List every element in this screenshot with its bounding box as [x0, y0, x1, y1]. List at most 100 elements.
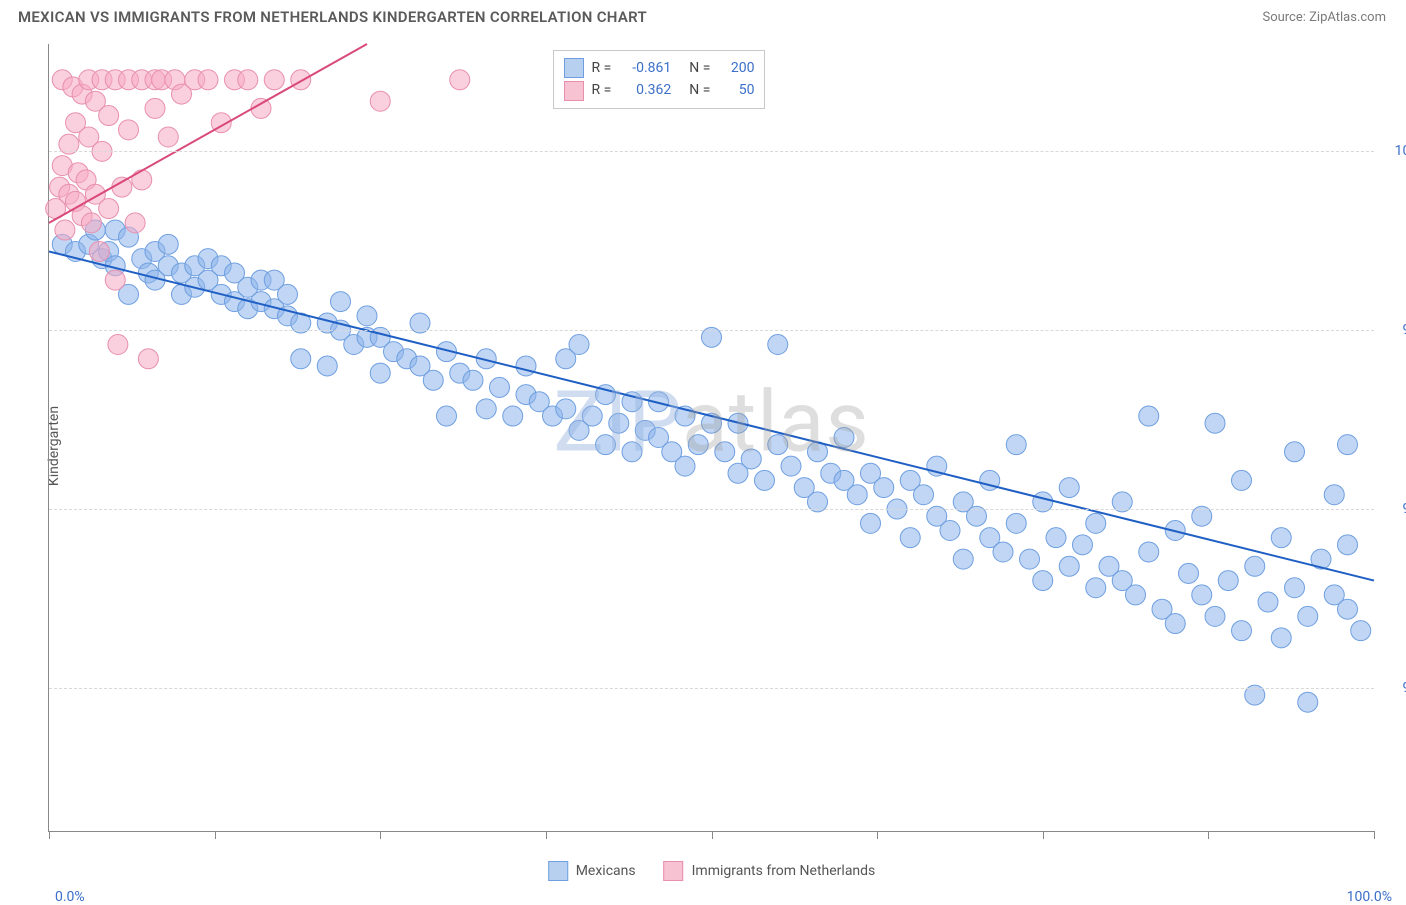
y-tick-label: 100.0%	[1380, 143, 1406, 159]
scatter-point	[1351, 621, 1371, 641]
gridline	[49, 151, 1374, 152]
scatter-point	[1258, 592, 1278, 612]
scatter-point	[834, 428, 854, 448]
scatter-point	[476, 399, 496, 419]
chart-header: MEXICAN VS IMMIGRANTS FROM NETHERLANDS K…	[0, 0, 1406, 30]
scatter-point	[89, 241, 109, 261]
scatter-chart: ZIPatlas R =-0.861N =200R =0.362N =50 0.…	[48, 44, 1374, 832]
scatter-point	[108, 334, 128, 354]
scatter-point	[688, 435, 708, 455]
scatter-point	[490, 377, 510, 397]
scatter-point	[1324, 485, 1344, 505]
x-tick	[380, 831, 381, 839]
scatter-point	[119, 120, 139, 140]
x-axis-max-label: 100.0%	[1347, 889, 1392, 905]
scatter-point	[1073, 535, 1093, 555]
gridline	[49, 330, 1374, 331]
scatter-point	[357, 306, 377, 326]
scatter-point	[238, 70, 258, 90]
scatter-point	[132, 170, 152, 190]
scatter-point	[278, 284, 298, 304]
scatter-point	[914, 485, 934, 505]
scatter-point	[1006, 435, 1026, 455]
legend-n-value: 200	[718, 57, 754, 79]
series-legend-label: Mexicans	[576, 863, 636, 879]
stats-legend-row: R = -0.861 N = 200	[564, 57, 755, 79]
scatter-point	[781, 456, 801, 476]
x-axis-min-label: 0.0%	[55, 889, 85, 905]
scatter-point	[675, 456, 695, 476]
scatter-point	[847, 485, 867, 505]
legend-swatch	[564, 58, 584, 78]
x-tick	[1043, 831, 1044, 839]
scatter-point	[450, 70, 470, 90]
y-tick-label: 92.5%	[1380, 680, 1406, 696]
legend-swatch	[564, 81, 584, 101]
scatter-point	[1271, 628, 1291, 648]
scatter-point	[331, 292, 351, 312]
legend-swatch	[548, 861, 568, 881]
scatter-point	[1232, 470, 1252, 490]
scatter-point	[1165, 614, 1185, 634]
legend-r-value: -0.861	[619, 57, 671, 79]
scatter-point	[81, 213, 101, 233]
scatter-point	[145, 98, 165, 118]
legend-r-label: R =	[592, 57, 612, 79]
scatter-point	[556, 399, 576, 419]
scatter-point	[370, 91, 390, 111]
series-legend-label: Immigrants from Netherlands	[692, 863, 876, 879]
x-tick	[215, 831, 216, 839]
scatter-point	[138, 349, 158, 369]
chart-title: MEXICAN VS IMMIGRANTS FROM NETHERLANDS K…	[18, 8, 647, 26]
legend-n-label: N =	[689, 79, 710, 101]
scatter-point	[125, 213, 145, 233]
x-tick	[712, 831, 713, 839]
scatter-point	[741, 449, 761, 469]
scatter-point	[874, 478, 894, 498]
series-legend-item: Mexicans	[548, 861, 636, 881]
scatter-point	[609, 413, 629, 433]
scatter-point	[264, 70, 284, 90]
scatter-point	[55, 220, 75, 240]
scatter-point	[112, 177, 132, 197]
scatter-point	[105, 270, 125, 290]
gridline	[49, 509, 1374, 510]
scatter-point	[1338, 535, 1358, 555]
scatter-point	[596, 435, 616, 455]
scatter-point	[1139, 542, 1159, 562]
scatter-point	[437, 406, 457, 426]
scatter-point	[1192, 585, 1212, 605]
scatter-point	[1086, 578, 1106, 598]
scatter-point	[1020, 549, 1040, 569]
legend-swatch	[664, 861, 684, 881]
x-tick	[1208, 831, 1209, 839]
scatter-point	[1338, 599, 1358, 619]
scatter-point	[1139, 406, 1159, 426]
x-tick	[877, 831, 878, 839]
series-legend-item: Immigrants from Netherlands	[664, 861, 876, 881]
scatter-point	[953, 549, 973, 569]
scatter-point	[1179, 563, 1199, 583]
scatter-point	[158, 234, 178, 254]
legend-n-label: N =	[689, 57, 710, 79]
scatter-point	[291, 70, 311, 90]
scatter-point	[1006, 513, 1026, 533]
y-tick-label: 97.5%	[1380, 322, 1406, 338]
scatter-point	[1218, 571, 1238, 591]
scatter-point	[1285, 578, 1305, 598]
x-tick	[49, 831, 50, 839]
scatter-point	[1205, 606, 1225, 626]
scatter-point	[158, 127, 178, 147]
scatter-point	[861, 513, 881, 533]
stats-legend: R =-0.861N =200R =0.362N =50	[553, 50, 766, 109]
scatter-point	[900, 528, 920, 548]
scatter-point	[99, 106, 119, 126]
scatter-point	[1086, 513, 1106, 533]
scatter-point	[1046, 528, 1066, 548]
scatter-point	[1033, 571, 1053, 591]
scatter-point	[569, 334, 589, 354]
scatter-point	[1338, 435, 1358, 455]
scatter-point	[463, 370, 483, 390]
scatter-point	[1059, 478, 1079, 498]
scatter-point	[1126, 585, 1146, 605]
